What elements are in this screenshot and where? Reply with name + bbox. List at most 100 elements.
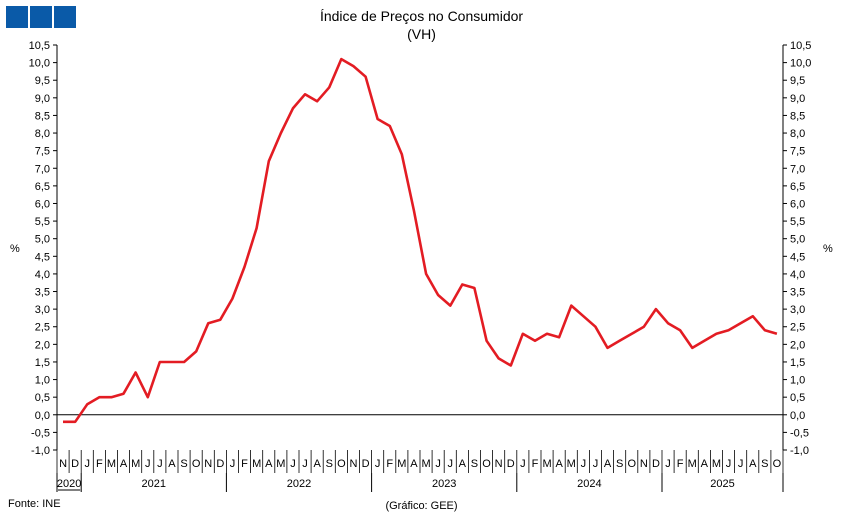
y-ticks-right: -1,0 -0,5 0,0 0,5 1,0 1,5 2,0 2,5 3,0 3,5 4,0 4,5 5,… <box>783 40 811 457</box>
month-label: M <box>421 458 430 470</box>
month-label: D <box>71 458 79 470</box>
y-tick-label-left: 9,0 <box>35 93 50 105</box>
month-label: O <box>627 458 636 470</box>
y-tick-label-left: 6,0 <box>35 198 50 210</box>
y-tick-label-right: 3,0 <box>790 304 805 316</box>
y-tick-label-right: -0,5 <box>790 427 809 439</box>
month-label: J <box>726 458 732 470</box>
month-label: A <box>265 458 273 470</box>
y-tick-label-left: 3,5 <box>35 287 50 299</box>
y-axis-label-left: % <box>10 243 20 255</box>
month-label: J <box>375 458 381 470</box>
y-tick-label-left: 2,5 <box>35 322 50 334</box>
y-axis-label-right: % <box>823 243 833 255</box>
chart-credit: (Gráfico: GEE) <box>385 500 458 512</box>
y-tick-label-right: 1,5 <box>790 357 805 369</box>
month-label: F <box>241 458 248 470</box>
y-tick-label-left: 0,0 <box>35 410 50 422</box>
month-label: M <box>252 458 261 470</box>
y-tick-label-right: 6,0 <box>790 198 805 210</box>
month-label: F <box>386 458 393 470</box>
month-label: J <box>593 458 599 470</box>
y-tick-label-right: 0,0 <box>790 410 805 422</box>
y-tick-label-right: 8,5 <box>790 110 805 122</box>
y-tick-label-right: 4,0 <box>790 269 805 281</box>
year-label: 2023 <box>432 478 456 490</box>
month-label: O <box>337 458 346 470</box>
y-tick-label-left: 10,5 <box>29 40 50 52</box>
month-label: M <box>107 458 116 470</box>
month-label: M <box>542 458 551 470</box>
y-tick-label-left: 2,0 <box>35 339 50 351</box>
month-label: J <box>738 458 744 470</box>
month-label: O <box>482 458 491 470</box>
year-label: 2020 <box>57 478 81 490</box>
month-label: A <box>410 458 418 470</box>
y-tick-label-right: 6,5 <box>790 181 805 193</box>
month-label: M <box>688 458 697 470</box>
y-tick-label-right: 5,0 <box>790 234 805 246</box>
y-tick-label-right: 2,0 <box>790 339 805 351</box>
y-tick-label-right: 4,5 <box>790 251 805 263</box>
y-tick-label-right: 10,0 <box>790 58 811 70</box>
y-tick-label-right: 10,5 <box>790 40 811 52</box>
y-tick-label-left: 9,5 <box>35 75 50 87</box>
month-label: A <box>168 458 176 470</box>
month-label: D <box>216 458 224 470</box>
month-label: J <box>581 458 587 470</box>
month-label: S <box>180 458 187 470</box>
month-label: S <box>471 458 478 470</box>
month-label: N <box>640 458 648 470</box>
y-tick-label-left: 4,5 <box>35 251 50 263</box>
month-label: J <box>665 458 671 470</box>
y-tick-label-left: -0,5 <box>31 427 50 439</box>
y-ticks-left: -1,0 -0,5 0,0 0,5 1,0 1,5 2,0 2,5 3,0 3,5 4,0 4,5 5,… <box>29 40 57 457</box>
month-label: M <box>276 458 285 470</box>
month-label: O <box>773 458 782 470</box>
y-tick-label-right: 2,5 <box>790 322 805 334</box>
y-tick-label-left: -1,0 <box>31 445 50 457</box>
y-tick-label-left: 4,0 <box>35 269 50 281</box>
year-label: 2022 <box>287 478 311 490</box>
month-label: M <box>712 458 721 470</box>
month-label: A <box>120 458 128 470</box>
y-tick-label-right: 5,5 <box>790 216 805 228</box>
month-label: D <box>507 458 515 470</box>
series-group <box>63 57 778 424</box>
ine-logo-icon <box>6 6 76 28</box>
month-label: A <box>313 458 321 470</box>
y-tick-label-left: 5,5 <box>35 216 50 228</box>
y-tick-label-right: 7,0 <box>790 163 805 175</box>
y-tick-label-left: 6,5 <box>35 181 50 193</box>
month-label: M <box>131 458 140 470</box>
logo-square-1 <box>6 6 28 28</box>
series-line-vh <box>63 57 778 424</box>
month-label: A <box>604 458 612 470</box>
month-label: M <box>397 458 406 470</box>
month-label: F <box>96 458 103 470</box>
month-label: F <box>677 458 684 470</box>
month-label: N <box>59 458 67 470</box>
y-tick-label-right: -1,0 <box>790 445 809 457</box>
y-tick-label-left: 10,0 <box>29 58 50 70</box>
year-label: 2024 <box>577 478 601 490</box>
y-tick-label-left: 3,0 <box>35 304 50 316</box>
y-tick-label-right: 7,5 <box>790 146 805 158</box>
year-label: 2021 <box>142 478 166 490</box>
month-label: S <box>761 458 768 470</box>
y-tick-label-left: 5,0 <box>35 234 50 246</box>
axes <box>56 45 784 450</box>
month-label: J <box>448 458 454 470</box>
chart-subtitle: (VH) <box>407 26 436 42</box>
y-tick-label-left: 1,5 <box>35 357 50 369</box>
month-label: N <box>495 458 503 470</box>
chart-title: Índice de Preços no Consumidor <box>319 8 524 24</box>
y-tick-label-left: 7,0 <box>35 163 50 175</box>
source-note: Fonte: INE <box>8 498 61 510</box>
y-tick-label-right: 0,5 <box>790 392 805 404</box>
month-label: A <box>701 458 709 470</box>
month-label: J <box>157 458 163 470</box>
month-label: J <box>435 458 441 470</box>
y-tick-label-left: 1,0 <box>35 375 50 387</box>
